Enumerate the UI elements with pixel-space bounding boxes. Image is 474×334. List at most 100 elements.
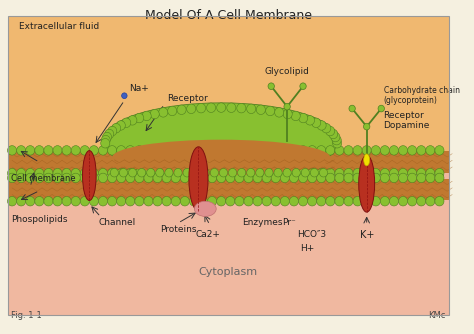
- Circle shape: [53, 196, 62, 206]
- Circle shape: [35, 146, 44, 155]
- Circle shape: [280, 173, 290, 183]
- Circle shape: [135, 168, 144, 178]
- Circle shape: [265, 106, 275, 116]
- Circle shape: [283, 168, 291, 177]
- Circle shape: [26, 146, 35, 155]
- Ellipse shape: [103, 103, 339, 179]
- Circle shape: [301, 168, 310, 177]
- Circle shape: [128, 168, 137, 177]
- Circle shape: [208, 168, 217, 178]
- Circle shape: [265, 168, 273, 177]
- Circle shape: [328, 129, 338, 139]
- Circle shape: [317, 173, 326, 183]
- Circle shape: [146, 168, 155, 177]
- Circle shape: [353, 196, 362, 206]
- Circle shape: [162, 173, 171, 183]
- Circle shape: [190, 146, 199, 155]
- Text: Receptor: Receptor: [167, 94, 208, 103]
- Circle shape: [292, 168, 301, 177]
- Circle shape: [144, 196, 153, 206]
- Circle shape: [90, 173, 99, 183]
- Circle shape: [290, 173, 299, 183]
- Circle shape: [44, 173, 53, 183]
- Circle shape: [280, 196, 290, 206]
- Circle shape: [116, 121, 125, 130]
- Ellipse shape: [194, 201, 216, 216]
- Circle shape: [326, 146, 335, 155]
- Circle shape: [317, 168, 326, 178]
- Circle shape: [380, 146, 390, 155]
- Circle shape: [371, 196, 380, 206]
- Circle shape: [349, 105, 356, 112]
- Circle shape: [390, 168, 399, 178]
- Circle shape: [8, 173, 17, 183]
- Circle shape: [117, 146, 126, 155]
- Circle shape: [199, 173, 208, 183]
- Circle shape: [156, 168, 164, 177]
- Circle shape: [199, 146, 208, 155]
- Circle shape: [426, 168, 435, 178]
- Circle shape: [90, 168, 99, 178]
- Circle shape: [53, 168, 62, 178]
- Circle shape: [99, 173, 108, 183]
- Circle shape: [417, 173, 426, 183]
- FancyBboxPatch shape: [8, 151, 448, 173]
- Circle shape: [108, 126, 117, 136]
- Circle shape: [162, 146, 171, 155]
- Circle shape: [226, 168, 235, 178]
- Circle shape: [126, 146, 135, 155]
- Circle shape: [183, 168, 191, 177]
- Circle shape: [226, 196, 235, 206]
- Circle shape: [237, 104, 246, 113]
- Circle shape: [217, 103, 226, 112]
- Circle shape: [144, 173, 153, 183]
- Circle shape: [235, 196, 244, 206]
- Circle shape: [171, 168, 180, 178]
- Circle shape: [332, 135, 341, 145]
- Circle shape: [253, 173, 262, 183]
- Circle shape: [435, 168, 444, 178]
- Circle shape: [110, 168, 118, 177]
- Circle shape: [153, 173, 162, 183]
- Circle shape: [71, 196, 80, 206]
- Text: Pr⁻: Pr⁻: [283, 218, 296, 227]
- Text: Ca2+: Ca2+: [195, 230, 220, 239]
- Circle shape: [217, 168, 226, 178]
- FancyBboxPatch shape: [8, 173, 448, 315]
- Circle shape: [108, 173, 117, 183]
- Circle shape: [380, 196, 390, 206]
- Circle shape: [335, 146, 344, 155]
- Circle shape: [317, 196, 326, 206]
- Circle shape: [256, 105, 265, 115]
- FancyBboxPatch shape: [8, 17, 448, 174]
- Circle shape: [208, 196, 217, 206]
- Text: Cytoplasm: Cytoplasm: [199, 267, 257, 277]
- Circle shape: [227, 103, 236, 113]
- Circle shape: [299, 113, 308, 123]
- Circle shape: [8, 146, 17, 155]
- Circle shape: [271, 146, 280, 155]
- Circle shape: [353, 173, 362, 183]
- Circle shape: [162, 196, 171, 206]
- Circle shape: [128, 116, 137, 125]
- Circle shape: [135, 146, 144, 155]
- Text: KMc: KMc: [428, 311, 446, 320]
- Circle shape: [390, 173, 399, 183]
- Circle shape: [344, 146, 353, 155]
- Ellipse shape: [189, 147, 208, 211]
- Circle shape: [290, 146, 299, 155]
- Circle shape: [80, 196, 90, 206]
- Circle shape: [380, 168, 390, 178]
- Circle shape: [426, 196, 435, 206]
- Circle shape: [362, 168, 371, 178]
- Circle shape: [144, 146, 153, 155]
- Circle shape: [17, 146, 26, 155]
- Circle shape: [142, 111, 151, 121]
- Circle shape: [171, 146, 180, 155]
- Circle shape: [253, 146, 262, 155]
- Circle shape: [35, 168, 44, 178]
- Circle shape: [26, 173, 35, 183]
- Text: Proteins: Proteins: [160, 225, 196, 234]
- Circle shape: [290, 196, 299, 206]
- Circle shape: [308, 168, 317, 178]
